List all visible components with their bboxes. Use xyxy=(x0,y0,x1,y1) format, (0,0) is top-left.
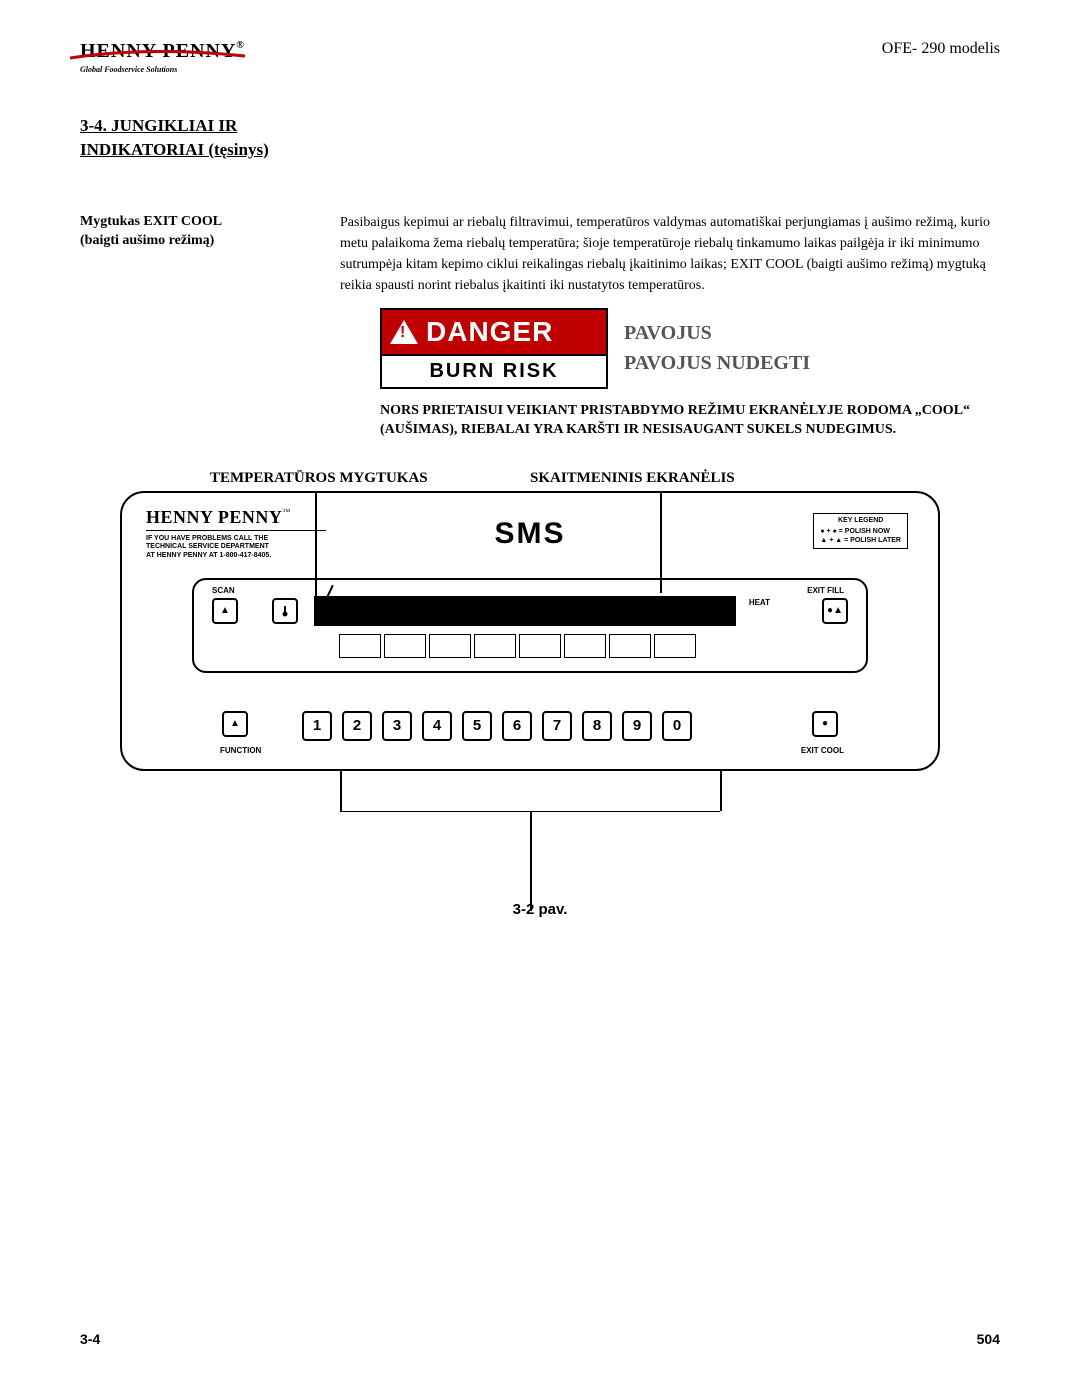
exit-cool-body: Pasibaigus kepimui ar riebalų filtravimu… xyxy=(340,212,1000,296)
number-buttons: 1 2 3 4 5 6 7 8 9 0 xyxy=(302,711,692,741)
page-footer: 3-4 504 xyxy=(80,1331,1000,1347)
warning-paragraph: NORS PRIETAISUI VEIKIANT PRISTABDYMO REŽ… xyxy=(380,401,1000,440)
seg-cell xyxy=(474,634,516,658)
temp-button-label: TEMPERATŪROS MYGTUKAS xyxy=(210,470,530,487)
pavojus-text: PAVOJUS PAVOJUS NUDEGTI xyxy=(624,318,810,378)
exit-cool-label-1: Mygtukas EXIT COOL xyxy=(80,214,222,229)
segment-row xyxy=(339,634,696,658)
legend-row-1: ● + ● = POLISH NOW xyxy=(820,527,901,537)
exit-cool-label-panel: EXIT COOL xyxy=(801,746,844,755)
section-title-line2: INDIKATORIAI (tęsinys) xyxy=(80,140,269,159)
legend-title: KEY LEGEND xyxy=(820,516,901,526)
num-8-button[interactable]: 8 xyxy=(582,711,612,741)
panel-callout-labels: TEMPERATŪROS MYGTUKAS SKAITMENINIS EKRAN… xyxy=(210,470,1000,487)
page-header: HENNY PENNY® Global Foodservice Solution… xyxy=(80,40,1000,74)
control-panel: HENNY PENNY™ IF YOU HAVE PROBLEMS CALL T… xyxy=(120,491,940,771)
logo-tagline: Global Foodservice Solutions xyxy=(80,65,245,74)
num-1-button[interactable]: 1 xyxy=(302,711,332,741)
danger-top: DANGER xyxy=(382,310,606,356)
panel-tm: ™ xyxy=(282,507,290,516)
panel-logo-text: HENNY PENNY xyxy=(146,507,282,527)
num-6-button[interactable]: 6 xyxy=(502,711,532,741)
function-button[interactable]: ▲ xyxy=(222,711,248,737)
danger-sign: DANGER BURN RISK xyxy=(380,308,608,389)
svc2: TECHNICAL SERVICE DEPARTMENT xyxy=(146,543,269,550)
thermometer-icon xyxy=(279,605,291,617)
burn-risk: BURN RISK xyxy=(382,356,606,387)
seg-cell xyxy=(609,634,651,658)
danger-row: DANGER BURN RISK PAVOJUS PAVOJUS NUDEGTI xyxy=(380,308,1000,389)
warning-triangle-icon xyxy=(390,320,418,344)
num-4-button[interactable]: 4 xyxy=(422,711,452,741)
num-2-button[interactable]: 2 xyxy=(342,711,372,741)
svc3: AT HENNY PENNY AT 1-800-417-8405. xyxy=(146,552,271,559)
num-0-button[interactable]: 0 xyxy=(662,711,692,741)
legend-row-2: ▲ + ▲ = POLISH LATER xyxy=(820,536,901,546)
pavojus-1: PAVOJUS xyxy=(624,322,712,344)
bracket-left xyxy=(340,771,342,811)
num-5-button[interactable]: 5 xyxy=(462,711,492,741)
model-number: OFE- 290 modelis xyxy=(882,40,1000,58)
key-legend: KEY LEGEND ● + ● = POLISH NOW ▲ + ▲ = PO… xyxy=(813,513,908,549)
control-panel-figure: HENNY PENNY™ IF YOU HAVE PROBLEMS CALL T… xyxy=(120,491,1000,771)
brand-logo: HENNY PENNY® Global Foodservice Solution… xyxy=(80,40,245,74)
svc1: IF YOU HAVE PROBLEMS CALL THE xyxy=(146,535,268,542)
scan-up-button[interactable]: ▲ xyxy=(212,598,238,624)
danger-word: DANGER xyxy=(426,316,553,348)
exit-cool-desc-row: Mygtukas EXIT COOL (baigti aušimo režimą… xyxy=(80,212,1000,296)
section-title-line1: 3-4. JUNGIKLIAI IR xyxy=(80,116,237,135)
exit-cool-label: Mygtukas EXIT COOL (baigti aušimo režimą… xyxy=(80,212,340,296)
logo-text: HENNY PENNY® xyxy=(80,40,245,63)
seg-cell xyxy=(339,634,381,658)
bracket-right xyxy=(720,771,722,811)
seg-cell xyxy=(654,634,696,658)
panel-logo-underline xyxy=(146,530,326,531)
section-title: 3-4. JUNGIKLIAI IR INDIKATORIAI (tęsinys… xyxy=(80,114,1000,162)
digital-display xyxy=(314,596,736,626)
exit-fill-label: EXIT FILL xyxy=(807,586,844,595)
exit-fill-button[interactable]: ●▲ xyxy=(822,598,848,624)
exit-cool-label-2: (baigti aušimo režimą) xyxy=(80,233,214,248)
manual-page: HENNY PENNY® Global Foodservice Solution… xyxy=(0,0,1080,1397)
num-3-button[interactable]: 3 xyxy=(382,711,412,741)
sms-title: SMS xyxy=(494,517,565,551)
seg-cell xyxy=(564,634,606,658)
footer-right: 504 xyxy=(977,1331,1000,1347)
scan-label: SCAN xyxy=(212,586,235,595)
bracket-down xyxy=(530,811,532,911)
seg-cell xyxy=(384,634,426,658)
logo-swoosh-icon xyxy=(70,50,245,62)
function-label: FUNCTION xyxy=(220,746,261,755)
figure-caption: 3-2 pav. xyxy=(80,901,1000,918)
temp-button[interactable] xyxy=(272,598,298,624)
seg-cell xyxy=(429,634,471,658)
num-9-button[interactable]: 9 xyxy=(622,711,652,741)
heat-label: HEAT xyxy=(749,598,770,607)
inner-display-panel: SCAN HEAT EXIT FILL ▲ ●▲ xyxy=(192,578,868,673)
display-label: SKAITMENINIS EKRANĖLIS xyxy=(530,470,735,487)
num-7-button[interactable]: 7 xyxy=(542,711,572,741)
exit-cool-button[interactable]: ● xyxy=(812,711,838,737)
footer-left: 3-4 xyxy=(80,1331,100,1347)
seg-cell xyxy=(519,634,561,658)
pavojus-2: PAVOJUS NUDEGTI xyxy=(624,352,810,374)
